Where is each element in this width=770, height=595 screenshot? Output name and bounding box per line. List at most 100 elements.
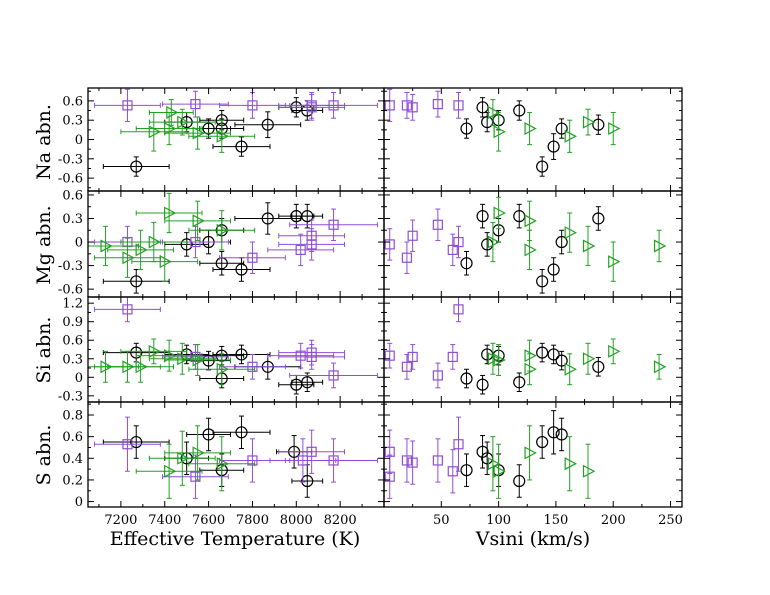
marker-square bbox=[453, 100, 464, 111]
marker-circle bbox=[592, 118, 605, 131]
marker-triangle bbox=[216, 457, 230, 471]
data-point-green bbox=[493, 344, 506, 376]
x-axis-group: Effective Temperature (K) Vsini (km/s) bbox=[110, 528, 590, 550]
data-point-black bbox=[555, 118, 568, 139]
data-point-green bbox=[493, 196, 506, 230]
marker-circle bbox=[547, 263, 560, 276]
data-point-black bbox=[102, 269, 170, 294]
marker-square bbox=[432, 98, 443, 110]
data-point-purple bbox=[384, 228, 395, 261]
data-point-purple bbox=[384, 88, 395, 122]
marker-square bbox=[328, 219, 339, 230]
data-point-green bbox=[120, 111, 188, 152]
y-tick-label: 0.6 bbox=[62, 334, 83, 349]
marker-circle bbox=[536, 346, 549, 359]
data-point-purple bbox=[162, 454, 229, 499]
data-point-purple bbox=[289, 438, 378, 483]
data-point-green bbox=[524, 111, 537, 146]
data-point-green bbox=[564, 353, 577, 386]
marker-circle bbox=[555, 235, 568, 249]
data-point-black bbox=[460, 368, 473, 389]
frame-3-vsini bbox=[383, 401, 683, 508]
data-point-green bbox=[164, 425, 232, 481]
x-tick-label: 100 bbox=[486, 513, 511, 528]
data-point-black bbox=[212, 415, 271, 450]
marker-square bbox=[295, 350, 306, 361]
marker-triangle bbox=[487, 235, 501, 249]
marker-square bbox=[453, 236, 464, 248]
panel-2-vsini bbox=[383, 296, 683, 403]
data-point-green bbox=[582, 108, 596, 136]
marker-square bbox=[328, 100, 339, 111]
data-point-black bbox=[592, 206, 605, 231]
data-point-purple bbox=[447, 449, 458, 494]
y-tick-label: 0 bbox=[75, 371, 83, 386]
data-point-green bbox=[524, 229, 537, 271]
y-tick-label: 0.2 bbox=[62, 473, 83, 488]
data-point-purple bbox=[219, 353, 286, 380]
marker-triangle bbox=[192, 446, 205, 460]
data-point-green bbox=[487, 221, 501, 263]
marker-circle bbox=[235, 140, 248, 153]
y-tick-label: 1.2 bbox=[62, 297, 83, 312]
data-point-green bbox=[564, 119, 577, 153]
y-tick-label: 0 bbox=[75, 495, 83, 510]
data-point-purple bbox=[432, 362, 443, 389]
data-point-black bbox=[291, 372, 324, 392]
marker-square bbox=[432, 219, 443, 230]
data-point-purple bbox=[401, 438, 413, 483]
points-1-vsini bbox=[384, 196, 667, 294]
marker-triangle bbox=[148, 235, 162, 249]
marker-circle bbox=[235, 348, 248, 361]
data-point-black bbox=[102, 425, 170, 459]
data-point-green bbox=[653, 229, 667, 263]
marker-triangle bbox=[192, 214, 205, 228]
marker-triangle bbox=[493, 353, 506, 367]
data-point-purple bbox=[289, 92, 378, 119]
marker-circle bbox=[592, 360, 605, 373]
marker-triangle bbox=[493, 206, 506, 220]
data-point-black bbox=[234, 202, 302, 235]
marker-triangle bbox=[159, 255, 173, 269]
data-point-green bbox=[493, 443, 506, 499]
data-point-green bbox=[135, 192, 203, 234]
data-point-green bbox=[608, 111, 621, 146]
frame-2-vsini bbox=[383, 296, 683, 403]
y-tick-label: -0.3 bbox=[58, 389, 83, 404]
y-axis-titles: Na abn. Mg abn. Si abn. S abn. bbox=[33, 104, 55, 485]
data-point-black bbox=[536, 156, 549, 177]
marker-circle bbox=[130, 275, 143, 288]
data-point-purple bbox=[289, 208, 378, 241]
data-point-black bbox=[476, 435, 489, 469]
marker-circle bbox=[180, 238, 193, 251]
marker-circle bbox=[202, 428, 215, 441]
y-tick-label: 0.3 bbox=[62, 114, 83, 129]
data-point-green bbox=[524, 425, 537, 481]
marker-circle bbox=[513, 104, 526, 117]
y-tick-label: 0.6 bbox=[62, 430, 83, 445]
y-tick-label: -0.6 bbox=[58, 172, 83, 187]
panel-1-teff: -0.6 -0.3 0 0.3 0.6 bbox=[58, 188, 385, 298]
y-tick-label: 0.4 bbox=[62, 452, 83, 467]
marker-triangle bbox=[608, 122, 621, 136]
marker-circle bbox=[513, 474, 526, 488]
data-point-green bbox=[582, 342, 596, 375]
marker-square bbox=[247, 361, 258, 372]
data-point-black bbox=[513, 372, 526, 392]
data-point-purple bbox=[432, 208, 443, 241]
y-tick-label: 0 bbox=[75, 133, 83, 148]
data-point-green bbox=[148, 108, 216, 136]
marker-triangle bbox=[216, 223, 230, 237]
data-point-black bbox=[547, 410, 560, 455]
marker-triangle bbox=[653, 360, 667, 374]
data-point-green bbox=[608, 338, 621, 365]
x-tick-label: 8000 bbox=[280, 513, 313, 528]
marker-circle bbox=[261, 212, 274, 225]
data-point-green bbox=[653, 353, 667, 380]
data-point-green bbox=[188, 119, 256, 153]
x-tick-label: 150 bbox=[544, 513, 569, 528]
data-point-black bbox=[212, 344, 271, 365]
data-point-green bbox=[120, 221, 188, 263]
panel-0-vsini bbox=[383, 87, 683, 192]
data-point-black bbox=[102, 156, 170, 177]
